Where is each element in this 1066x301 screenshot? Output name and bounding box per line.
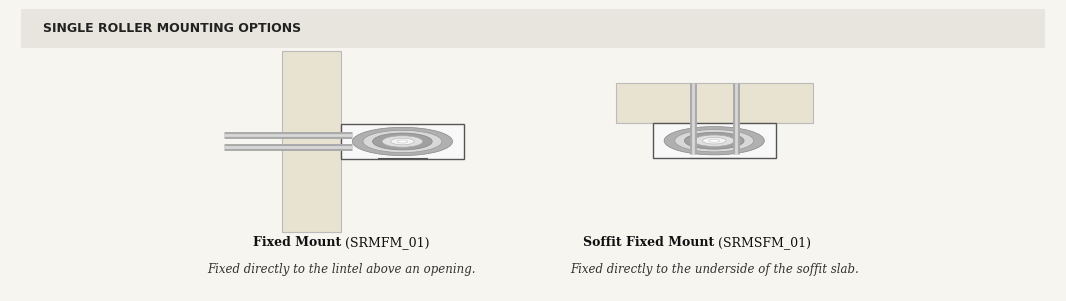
- Circle shape: [352, 127, 453, 156]
- Circle shape: [702, 137, 726, 144]
- Text: (SRMFM_01): (SRMFM_01): [341, 236, 430, 249]
- Bar: [282, 51, 341, 232]
- Circle shape: [373, 133, 433, 150]
- Bar: [341, 124, 464, 159]
- Text: SINGLE ROLLER MOUNTING OPTIONS: SINGLE ROLLER MOUNTING OPTIONS: [43, 22, 301, 35]
- Text: Fixed directly to the lintel above an opening.: Fixed directly to the lintel above an op…: [207, 263, 475, 276]
- Bar: [652, 123, 776, 158]
- Circle shape: [675, 129, 754, 152]
- Circle shape: [390, 138, 415, 145]
- Circle shape: [664, 126, 764, 155]
- Circle shape: [694, 135, 734, 146]
- Text: Fixed directly to the underside of the soffit slab.: Fixed directly to the underside of the s…: [570, 263, 858, 276]
- Circle shape: [684, 132, 744, 149]
- Circle shape: [398, 140, 407, 143]
- Circle shape: [382, 136, 422, 147]
- Text: Fixed Mount: Fixed Mount: [253, 236, 341, 249]
- Bar: [21, 9, 1045, 48]
- Circle shape: [362, 130, 442, 153]
- Bar: [616, 83, 812, 123]
- Text: (SRMSFM_01): (SRMSFM_01): [714, 236, 811, 249]
- Text: Soffit Fixed Mount: Soffit Fixed Mount: [583, 236, 714, 249]
- Circle shape: [709, 139, 720, 142]
